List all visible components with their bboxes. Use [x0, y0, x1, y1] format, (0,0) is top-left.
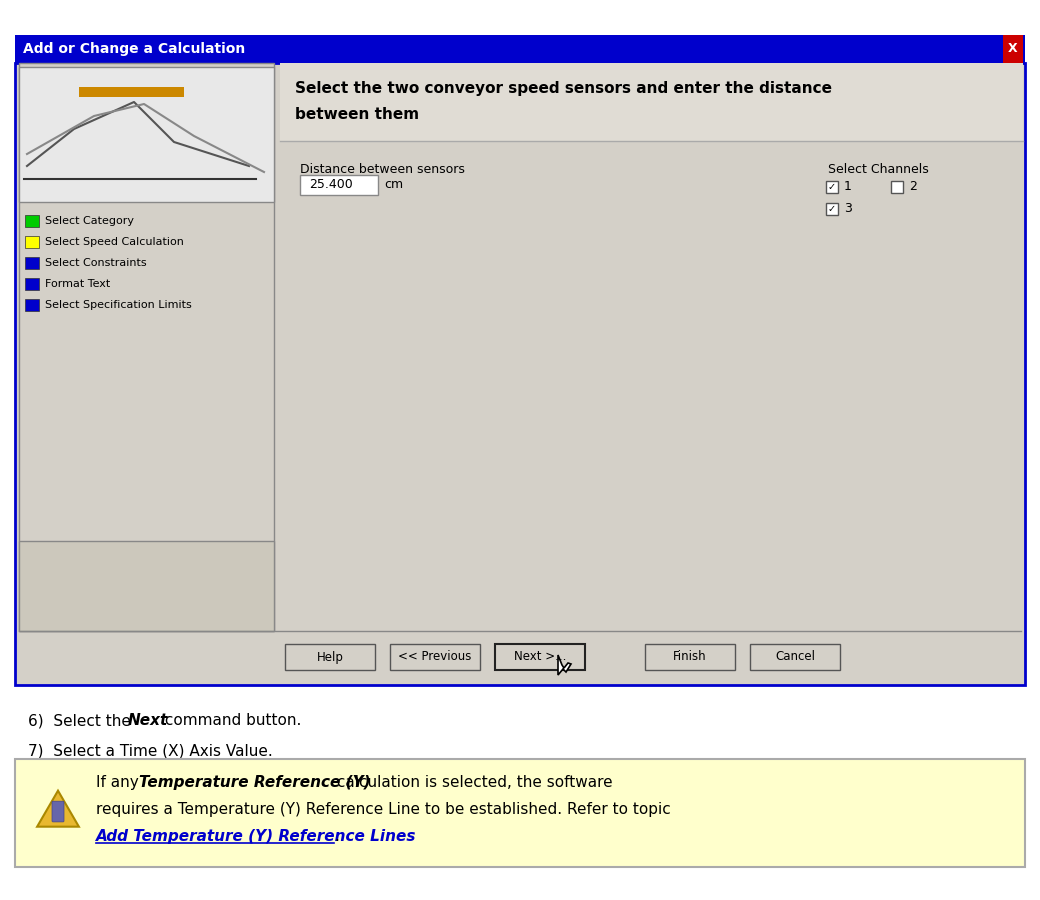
- Text: X: X: [1008, 42, 1018, 56]
- Text: Add or Change a Calculation: Add or Change a Calculation: [23, 42, 245, 56]
- Text: Help: Help: [316, 651, 343, 663]
- FancyBboxPatch shape: [826, 203, 838, 215]
- FancyBboxPatch shape: [19, 63, 274, 631]
- Text: Temperature Reference (Y): Temperature Reference (Y): [139, 775, 371, 790]
- Text: Select Constraints: Select Constraints: [45, 258, 147, 268]
- Text: Format Text: Format Text: [45, 279, 110, 289]
- Text: Next >...: Next >...: [514, 651, 566, 663]
- FancyBboxPatch shape: [645, 644, 735, 670]
- Text: Next: Next: [128, 713, 168, 728]
- Text: Select Specification Limits: Select Specification Limits: [45, 300, 191, 310]
- Polygon shape: [37, 791, 79, 827]
- Text: requires a Temperature (Y) Reference Line to be established. Refer to topic: requires a Temperature (Y) Reference Lin…: [97, 802, 671, 817]
- FancyBboxPatch shape: [15, 63, 1025, 685]
- FancyBboxPatch shape: [285, 644, 375, 670]
- Text: 2: 2: [909, 181, 917, 194]
- FancyBboxPatch shape: [19, 541, 274, 631]
- Text: Select Channels: Select Channels: [828, 163, 929, 176]
- FancyBboxPatch shape: [280, 141, 1023, 631]
- Text: ✓: ✓: [828, 182, 836, 192]
- Text: cm: cm: [384, 178, 404, 192]
- FancyBboxPatch shape: [79, 87, 184, 97]
- FancyBboxPatch shape: [280, 63, 1023, 141]
- FancyBboxPatch shape: [25, 236, 40, 248]
- Text: Finish: Finish: [673, 651, 707, 663]
- Polygon shape: [558, 655, 571, 675]
- FancyBboxPatch shape: [300, 175, 378, 195]
- FancyBboxPatch shape: [25, 278, 40, 290]
- Text: If any: If any: [97, 775, 145, 790]
- Text: between them: between them: [295, 107, 419, 122]
- FancyBboxPatch shape: [1003, 35, 1023, 63]
- Text: 25.400: 25.400: [309, 178, 353, 192]
- FancyBboxPatch shape: [25, 299, 40, 311]
- FancyBboxPatch shape: [19, 67, 274, 202]
- Text: Add Temperature (Y) Reference Lines: Add Temperature (Y) Reference Lines: [97, 829, 417, 844]
- Text: 3: 3: [844, 202, 852, 215]
- Text: .: .: [335, 829, 339, 844]
- Text: Select Speed Calculation: Select Speed Calculation: [45, 237, 184, 247]
- Text: Select Category: Select Category: [45, 216, 134, 226]
- Text: 7)  Select a Time (X) Axis Value.: 7) Select a Time (X) Axis Value.: [28, 743, 272, 758]
- FancyBboxPatch shape: [15, 35, 1025, 63]
- Text: 6)  Select the: 6) Select the: [28, 713, 136, 728]
- FancyBboxPatch shape: [25, 257, 40, 269]
- FancyBboxPatch shape: [15, 759, 1025, 867]
- FancyBboxPatch shape: [750, 644, 840, 670]
- Text: ✓: ✓: [828, 204, 836, 214]
- Text: << Previous: << Previous: [398, 651, 472, 663]
- FancyBboxPatch shape: [390, 644, 480, 670]
- FancyBboxPatch shape: [495, 644, 584, 670]
- Text: calculation is selected, the software: calculation is selected, the software: [333, 775, 614, 790]
- FancyBboxPatch shape: [280, 63, 1023, 631]
- Text: Distance between sensors: Distance between sensors: [300, 163, 465, 176]
- FancyBboxPatch shape: [891, 181, 903, 193]
- FancyBboxPatch shape: [25, 215, 40, 227]
- Text: Select the two conveyor speed sensors and enter the distance: Select the two conveyor speed sensors an…: [295, 81, 832, 96]
- FancyBboxPatch shape: [826, 181, 838, 193]
- FancyBboxPatch shape: [52, 801, 64, 822]
- Text: command button.: command button.: [160, 713, 302, 728]
- Text: Cancel: Cancel: [775, 651, 815, 663]
- Text: 1: 1: [844, 181, 852, 194]
